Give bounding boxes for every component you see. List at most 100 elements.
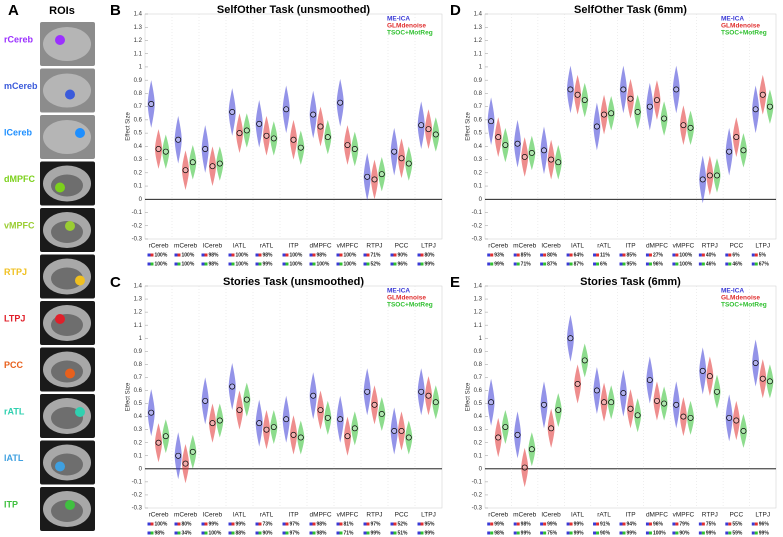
violin [687, 400, 694, 435]
violin [699, 347, 707, 395]
compare-icon [516, 522, 520, 526]
point-estimate [391, 148, 398, 155]
roi-label: LTPJ [4, 313, 25, 323]
chart-title: Stories Task (6mm) [580, 276, 681, 288]
x-tick-label: RTPJ [366, 512, 382, 519]
brain-shape [43, 27, 91, 61]
comparison-percent: 100% [344, 252, 357, 258]
point-estimate [646, 377, 653, 383]
compare-icon [417, 522, 421, 526]
compare-icon [420, 531, 424, 535]
violin [501, 127, 509, 163]
point-estimate [567, 86, 574, 93]
y-tick-label: 0.4 [474, 144, 483, 150]
y-tick-label: -0.2 [132, 223, 143, 229]
compare-icon [487, 253, 491, 257]
violin [706, 155, 714, 196]
y-tick-label: 0.9 [474, 349, 483, 355]
point-estimate [581, 357, 588, 364]
y-tick-label: 1.1 [134, 51, 143, 57]
point-estimate [495, 134, 502, 141]
compare-icon [698, 522, 702, 526]
compare-icon [174, 253, 178, 257]
compare-icon [417, 531, 421, 535]
compare-icon [231, 531, 235, 535]
y-tick-label: 1.4 [474, 12, 483, 18]
compare-icon [363, 522, 367, 526]
point-estimate [432, 131, 439, 138]
violin [660, 386, 668, 421]
comparison-percent: 98% [494, 530, 505, 536]
compare-icon [150, 522, 154, 526]
y-tick-label: -0.2 [472, 223, 483, 229]
point-estimate [766, 103, 773, 110]
x-tick-label: lCereb [203, 243, 223, 250]
x-tick-label: ITP [625, 243, 635, 250]
y-tick-label: 0.6 [474, 117, 483, 123]
comparison-percent: 100% [236, 261, 249, 267]
compare-icon [490, 262, 494, 266]
compare-icon [150, 531, 154, 535]
point-estimate [661, 115, 668, 122]
comparison-percent: 100% [182, 261, 195, 267]
y-tick-label: -0.3 [132, 506, 143, 512]
x-tick-label: rATL [260, 512, 274, 519]
compare-icon [228, 262, 232, 266]
point-estimate [371, 176, 378, 183]
compare-icon [312, 522, 316, 526]
comparison-percent: 67% [759, 261, 770, 267]
comparison-percent: 98% [521, 521, 532, 527]
compare-icon [513, 262, 517, 266]
comparison-percent: 87% [547, 261, 558, 267]
compare-icon [174, 522, 178, 526]
point-estimate [654, 97, 660, 103]
violin [593, 102, 601, 151]
y-tick-label: -0.2 [132, 493, 143, 499]
compare-icon [393, 262, 397, 266]
x-tick-label: rATL [597, 243, 611, 250]
violin [713, 374, 721, 409]
violin [216, 146, 224, 181]
violin [759, 359, 767, 399]
point-estimate [766, 378, 773, 385]
y-tick-label: 0.9 [134, 78, 143, 84]
point-estimate [378, 411, 385, 417]
comparison-percent: 99% [425, 530, 436, 536]
compare-icon [339, 253, 343, 257]
violin [713, 158, 721, 193]
compare-icon [309, 253, 313, 257]
point-estimate [290, 136, 297, 143]
compare-icon [363, 262, 367, 266]
point-estimate [317, 407, 324, 414]
comparison-percent: 99% [521, 530, 532, 536]
compare-icon [390, 522, 394, 526]
compare-icon [366, 262, 370, 266]
x-tick-label: LTPJ [421, 512, 436, 519]
compare-icon [177, 531, 181, 535]
y-tick-label: 0.3 [474, 157, 483, 163]
comparison-percent: 55% [732, 521, 743, 527]
point-estimate [155, 439, 162, 446]
violin [397, 411, 406, 451]
compare-icon [336, 262, 340, 266]
comparison-percent: 46% [706, 261, 717, 267]
point-estimate [155, 146, 162, 152]
point-estimate [627, 405, 634, 412]
violin [405, 420, 413, 455]
point-estimate [759, 91, 766, 98]
roi-blob [55, 182, 65, 193]
compare-icon [177, 262, 181, 266]
violin [740, 413, 747, 448]
violin [634, 398, 642, 433]
brain-inner [51, 500, 83, 522]
compare-icon [675, 522, 679, 526]
compare-icon [516, 531, 520, 535]
point-estimate [405, 434, 412, 441]
brain-inner [51, 221, 83, 243]
legend-entry: ME-ICA [721, 288, 744, 295]
point-estimate [687, 414, 694, 421]
compare-icon [672, 531, 676, 535]
y-tick-label: 0.4 [474, 414, 483, 420]
y-tick-label: -0.3 [132, 237, 143, 243]
point-estimate [608, 399, 615, 406]
